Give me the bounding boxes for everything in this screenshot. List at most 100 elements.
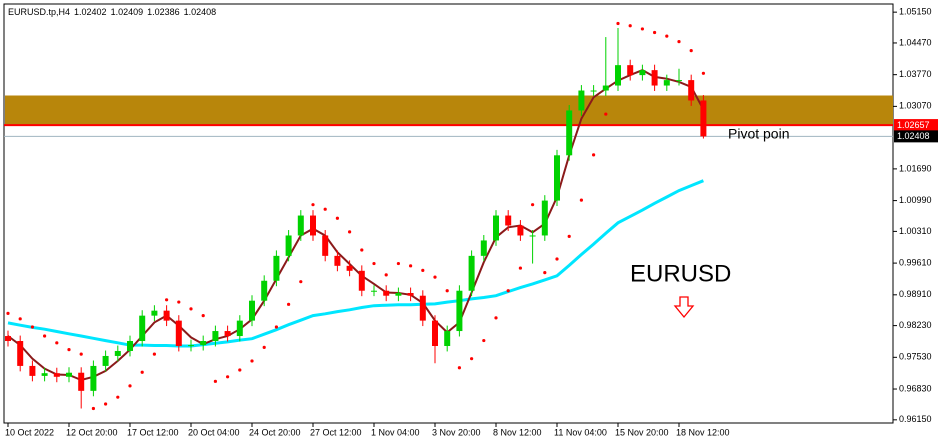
y-tick-label: 1.00990: [899, 195, 932, 205]
y-tick-label: 0.98910: [899, 289, 932, 299]
sar-dot: [360, 248, 364, 252]
x-tick-label: 17 Oct 12:00: [127, 427, 179, 437]
moving-average: [7, 68, 705, 382]
sar-dot: [43, 334, 47, 338]
x-tick-label: 12 Oct 20:00: [66, 427, 118, 437]
sar-dot: [55, 341, 59, 345]
candle-body: [139, 315, 146, 342]
plot-frame: [3, 3, 894, 424]
x-tick-label: 24 Oct 20:00: [249, 427, 301, 437]
candle-body: [383, 290, 390, 296]
candle-body: [615, 65, 621, 86]
sar-dot: [384, 273, 388, 277]
header-value: 1.02386: [147, 7, 180, 17]
header-value: 1.02402: [74, 7, 107, 17]
sar-dot: [335, 216, 339, 220]
sar-dot: [30, 325, 34, 329]
sar-dot: [628, 24, 632, 28]
y-tick-label: 0.98230: [899, 320, 932, 330]
candle-body: [273, 255, 280, 281]
candle-body: [493, 215, 499, 241]
sar-dot: [396, 261, 400, 266]
sar-dot: [665, 34, 669, 38]
y-tick-label: 1.05150: [899, 7, 932, 17]
sar-dot: [238, 368, 242, 372]
candle-body: [127, 341, 133, 351]
sar-dot: [604, 112, 608, 116]
candle-body: [505, 215, 512, 226]
sar-dot: [262, 345, 266, 349]
sar-dot: [494, 316, 498, 320]
candle-body: [322, 235, 329, 256]
sar-dot: [457, 366, 461, 370]
sar-dot: [543, 271, 547, 275]
y-tick-label: 0.97530: [899, 352, 932, 362]
down-arrow: [673, 296, 695, 319]
sar-dot: [128, 384, 132, 388]
candle-body: [419, 295, 426, 321]
candle-body: [663, 80, 670, 86]
sar-dot: [555, 257, 559, 261]
candle-body: [358, 270, 365, 291]
price-label-bg: [894, 130, 938, 143]
sar-dot: [201, 314, 205, 318]
candle-body: [688, 80, 695, 101]
sar-dot: [421, 268, 425, 272]
sar-dot: [348, 230, 352, 234]
candle-body: [346, 265, 353, 271]
candle-body: [468, 255, 475, 291]
candle-body: [114, 350, 121, 356]
candle-body: [444, 331, 451, 346]
y-tick-label: 0.99610: [899, 257, 932, 267]
sar-dot: [445, 289, 449, 293]
x-tick-label: 10 Oct 2022: [5, 427, 54, 437]
candle-body: [90, 365, 97, 391]
sar-dot: [506, 289, 510, 293]
sar-dot: [6, 311, 10, 315]
candle-body: [395, 292, 402, 296]
candle-body: [188, 345, 194, 347]
y-tick-label: 1.00310: [899, 226, 932, 236]
x-tick-label: 1 Nov 04:00: [371, 427, 420, 437]
sar-dot: [409, 264, 413, 268]
resistance-zone: [5, 95, 893, 126]
y-tick-label: 1.01690: [899, 163, 932, 173]
candle-body: [175, 320, 182, 346]
sar-dot: [482, 338, 486, 343]
sar-dot: [677, 39, 681, 44]
moving-average: [7, 179, 704, 348]
sar-dot: [579, 198, 584, 202]
candle-body: [517, 225, 524, 236]
y-tick-label: 1.03070: [899, 101, 932, 111]
price-label: 1.02657: [897, 120, 930, 130]
candle-body: [651, 70, 658, 86]
x-tick-label: 18 Nov 12:00: [676, 427, 730, 437]
sar-dot: [18, 317, 22, 321]
sar-dot: [531, 203, 535, 207]
sar-dot: [689, 49, 693, 53]
sar-dot: [653, 30, 657, 35]
sar-dot: [104, 402, 108, 406]
candle-body: [261, 280, 268, 301]
candle-body: [456, 290, 463, 332]
header-value: 1.02409: [111, 7, 144, 17]
sar-dot: [567, 234, 571, 238]
price-label: 1.02408: [897, 131, 930, 141]
candle-body: [480, 240, 487, 256]
sar-dot: [433, 275, 437, 279]
y-tick-label: 0.96150: [899, 414, 932, 424]
candle-body: [249, 300, 255, 321]
candle-body: [407, 292, 414, 296]
candle-body: [17, 341, 24, 366]
header-value: 1.02408: [184, 7, 217, 17]
sar-dot: [299, 280, 303, 284]
sar-dot: [189, 307, 193, 311]
candle-body: [334, 255, 341, 266]
sar-dot: [470, 357, 474, 361]
sar-dot: [287, 302, 291, 306]
sar-dot: [116, 395, 120, 399]
candle-body: [285, 235, 292, 256]
candle-body: [297, 215, 304, 236]
candle-body: [676, 80, 682, 82]
price-label-bg: [894, 119, 938, 132]
